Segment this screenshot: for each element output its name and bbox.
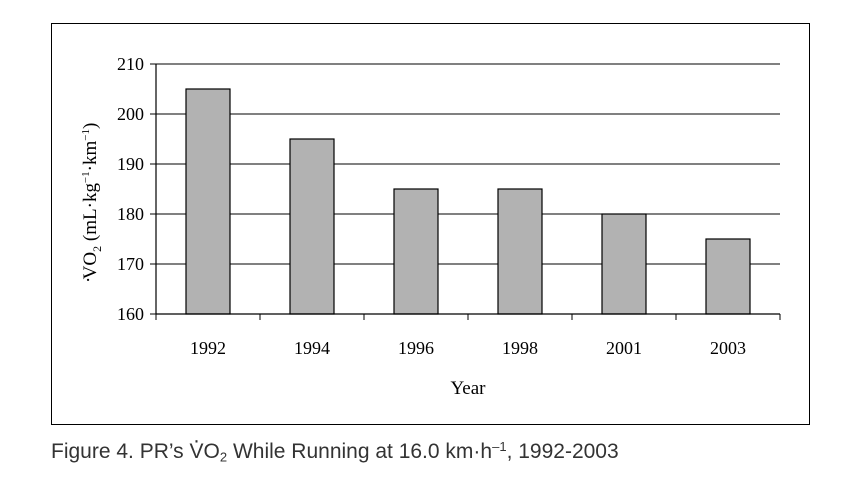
bar-1998 [497, 188, 543, 315]
bars [185, 88, 751, 315]
x-tick-labels: 1992 1994 1996 1998 2001 2003 [190, 338, 746, 358]
y-axis-label-close: ) [80, 123, 101, 129]
y-axis-label-mid: ·km [80, 141, 101, 172]
x-tick-label: 2003 [710, 338, 746, 358]
axes [150, 63, 781, 320]
y-axis-label-exp2: −1 [80, 129, 92, 141]
y-axis-label-units: (mL·kg [80, 183, 101, 246]
x-tick-label: 1998 [502, 338, 538, 358]
caption-o: O [203, 440, 220, 464]
y-tick-label: 210 [117, 54, 144, 74]
y-axis-label-exp1: −1 [80, 171, 92, 183]
x-tick-label: 2001 [606, 338, 642, 358]
figure-caption: Figure 4. PR’s VO2 While Running at 16.0… [51, 429, 619, 465]
gridlines [156, 63, 780, 265]
y-tick-label: 180 [117, 204, 144, 224]
bar-2001 [601, 213, 647, 315]
y-tick-label: 160 [117, 304, 144, 324]
y-axis-label-o: O [80, 252, 101, 266]
bar-2003 [705, 238, 751, 315]
bar-chart: 160 170 180 190 200 210 1992 1994 1996 1998 2001 2… [80, 54, 781, 399]
y-axis-label-v: V [80, 265, 101, 279]
y-tick-label: 200 [117, 104, 144, 124]
x-tick-label: 1994 [294, 338, 330, 358]
caption-suffix: , 1992-2003 [506, 440, 619, 464]
bar-1992 [185, 88, 231, 315]
bar-1996 [393, 188, 439, 315]
bar-1994 [289, 138, 335, 315]
caption-vdot: V [190, 429, 204, 464]
caption-prefix: Figure 4. PR’s [51, 440, 190, 464]
y-axis-label: VO2 (mL·kg−1·km−1) [80, 123, 104, 280]
x-tick-label: 1992 [190, 338, 226, 358]
y-tick-label: 170 [117, 254, 144, 274]
x-tick-label: 1996 [398, 338, 434, 358]
caption-exp: –1 [492, 439, 507, 454]
y-axis-label-dot: · [85, 270, 91, 291]
caption-sub: 2 [219, 449, 228, 465]
caption-mid: While Running at 16.0 km·h [227, 440, 493, 464]
x-axis-label: Year [450, 378, 486, 399]
y-axis-label-sub: 2 [90, 246, 104, 252]
y-tick-label: 190 [117, 154, 144, 174]
y-tick-labels: 160 170 180 190 200 210 [117, 54, 144, 324]
figure-frame: 160 170 180 190 200 210 1992 1994 1996 1998 2001 2… [51, 23, 810, 425]
